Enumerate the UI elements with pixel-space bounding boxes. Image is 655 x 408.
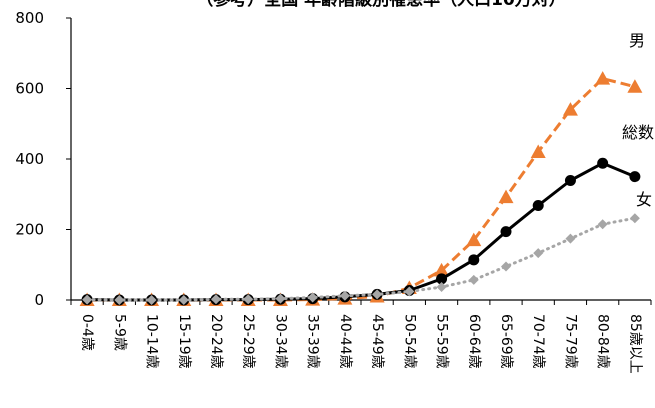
data-point: [498, 189, 514, 204]
series-総数: [81, 157, 641, 306]
y-tick-label: 200: [15, 221, 44, 239]
data-point: [597, 219, 608, 230]
series-line: [85, 216, 637, 302]
data-point: [562, 102, 578, 116]
data-point: [434, 262, 450, 277]
x-tick-label: 15-19歳: [176, 314, 192, 369]
data-point: [595, 71, 611, 85]
data-point: [211, 294, 221, 305]
data-point: [629, 171, 641, 183]
x-tick-label: 30-34歳: [272, 314, 288, 369]
x-tick-label: 80-84歳: [595, 314, 611, 369]
data-point: [243, 294, 254, 305]
x-tick-label: 75-79歳: [562, 314, 578, 369]
x-axis-ticks: 0-4歳 5-9歳 10-14歳 15-19歳 20-24歳 25-29歳 30-34歳 35…: [70, 300, 652, 374]
x-tick-label: 70-74歳: [530, 314, 546, 369]
data-point: [404, 286, 415, 297]
x-tick-label: 60-64歳: [466, 314, 482, 369]
data-point: [501, 261, 511, 272]
x-tick-label: 45-49歳: [369, 314, 385, 369]
data-point: [564, 175, 576, 187]
data-point: [533, 248, 544, 259]
y-tick-label: 800: [15, 9, 44, 27]
x-tick-label: 85歳以上: [627, 314, 643, 374]
chart-title: （参考）全国 年齢階級別罹患率（人口10万対）: [196, 0, 566, 10]
data-point: [532, 200, 544, 212]
data-point: [629, 213, 640, 224]
data-point: [146, 295, 157, 305]
data-point: [307, 292, 318, 303]
y-tick-label: 400: [15, 150, 44, 168]
data-point: [468, 274, 479, 285]
x-tick-label: 0-4歳: [79, 314, 95, 351]
data-point: [178, 295, 189, 305]
x-tick-label: 55-59歳: [434, 314, 450, 369]
data-point: [565, 233, 576, 244]
y-tick-label: 0: [34, 291, 44, 309]
data-point: [466, 232, 482, 247]
data-point: [436, 281, 447, 292]
x-tick-label: 40-44歳: [337, 314, 353, 369]
data-point: [82, 294, 93, 305]
x-tick-label: 50-54歳: [401, 314, 417, 369]
series-layer: [79, 71, 643, 306]
series-label-女: 女: [636, 190, 652, 209]
data-point: [500, 226, 512, 238]
data-point: [339, 290, 350, 301]
y-tick-label: 600: [15, 80, 44, 98]
data-point: [275, 293, 286, 304]
data-point: [468, 254, 480, 266]
data-point: [436, 273, 448, 285]
data-point: [530, 144, 546, 158]
x-tick-label: 35-39歳: [305, 314, 321, 369]
y-axis-ticks: 0 200 400 600 800: [15, 9, 71, 309]
series-女: [82, 213, 640, 305]
x-tick-label: 5-9歳: [111, 314, 127, 351]
data-point: [114, 295, 125, 305]
series-line: [87, 77, 636, 302]
series-label-総数: 総数: [622, 123, 654, 142]
series-label-男: 男: [629, 31, 645, 50]
data-point: [597, 157, 609, 169]
x-tick-label: 20-24歳: [208, 314, 224, 369]
x-tick-label: 65-69歳: [498, 314, 514, 369]
x-tick-label: 10-14歳: [144, 314, 160, 369]
data-point: [372, 289, 383, 300]
series-line: [87, 161, 636, 302]
data-point: [627, 79, 643, 93]
x-tick-label: 25-29歳: [240, 314, 256, 369]
